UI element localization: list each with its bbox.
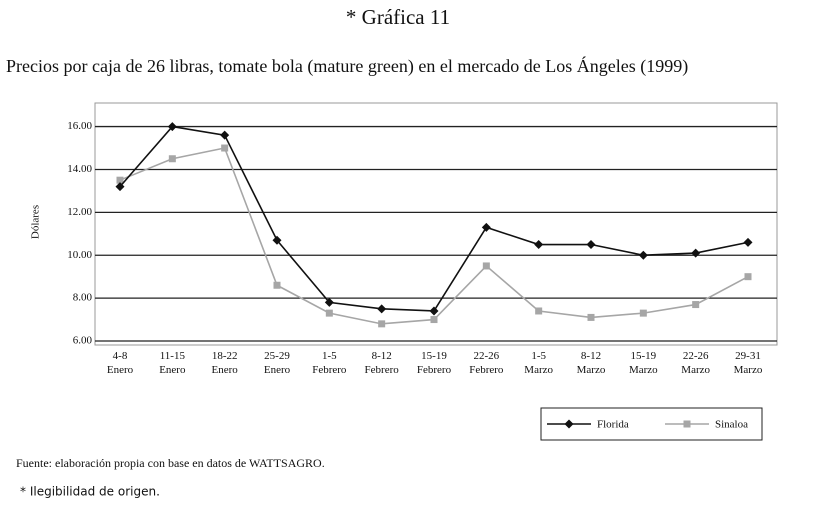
legend-label: Florida	[597, 419, 629, 431]
x-tick-label: 1-5 Febrero	[312, 350, 347, 376]
data-point	[639, 309, 647, 317]
data-point	[377, 304, 387, 314]
x-tick-label: 15-19 Marzo	[629, 350, 658, 376]
data-point	[167, 122, 177, 132]
data-point	[220, 130, 230, 140]
data-point	[691, 248, 701, 258]
y-tick-label: 6.00	[73, 335, 93, 347]
data-point	[115, 182, 125, 192]
x-tick-label: 11-15 Enero	[159, 350, 186, 376]
x-tick-label: 22-26 Marzo	[681, 350, 710, 376]
y-tick-label: 10.00	[67, 249, 92, 261]
x-tick-label: 15-19 Febrero	[417, 350, 452, 376]
data-point	[324, 297, 334, 307]
data-point	[535, 307, 543, 315]
plot-area	[94, 102, 778, 346]
x-tick-label: 29-31 Marzo	[734, 350, 763, 376]
data-point	[638, 250, 648, 260]
data-point	[273, 281, 281, 289]
data-point	[692, 301, 700, 309]
footnote: * Ilegibilidad de origen.	[20, 485, 160, 499]
y-axis-label: Dólares	[30, 205, 42, 239]
y-tick-label: 12.00	[67, 206, 92, 218]
legend-label: Sinaloa	[715, 419, 748, 431]
data-point	[221, 144, 229, 152]
data-point	[429, 306, 439, 316]
x-tick-label: 22-26 Febrero	[469, 350, 504, 376]
x-tick-label: 18-22 Enero	[212, 350, 239, 376]
y-tick-label: 8.00	[73, 292, 93, 304]
source-note: Fuente: elaboración propia con base en d…	[16, 456, 325, 470]
data-point	[168, 155, 176, 163]
data-point	[325, 309, 333, 317]
data-point	[586, 240, 596, 250]
data-point	[481, 222, 491, 232]
data-point	[378, 320, 386, 328]
chart-title: * Gráfica 11	[346, 5, 450, 29]
data-point	[534, 240, 544, 250]
y-tick-label: 16.00	[67, 120, 92, 132]
chart-subtitle: Precios por caja de 26 libras, tomate bo…	[6, 55, 688, 77]
data-point	[587, 313, 595, 321]
y-tick-label: 14.00	[67, 163, 92, 175]
legend-marker	[564, 419, 574, 429]
x-tick-label: 8-12 Marzo	[577, 350, 606, 376]
data-point	[743, 237, 753, 247]
data-point	[482, 262, 490, 270]
x-tick-label: 1-5 Marzo	[524, 350, 553, 376]
data-point	[116, 176, 124, 184]
legend-marker	[683, 420, 691, 428]
x-tick-label: 4-8 Enero	[107, 350, 134, 376]
x-tick-label: 25-29 Enero	[264, 350, 291, 376]
data-point	[430, 316, 438, 324]
data-point	[744, 273, 752, 281]
data-point	[272, 235, 282, 245]
x-tick-label: 8-12 Febrero	[365, 350, 400, 376]
